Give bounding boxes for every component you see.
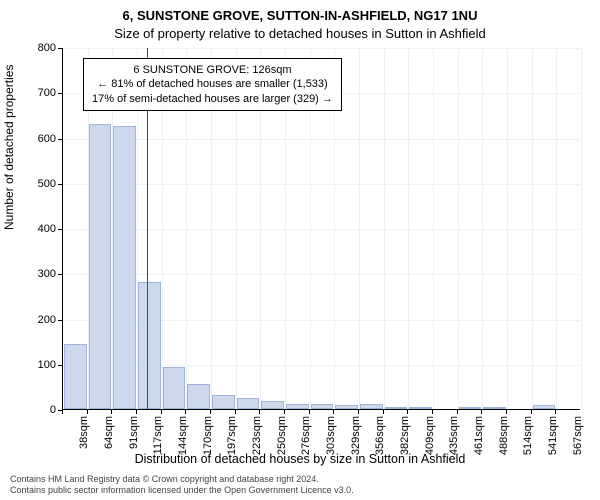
annotation-box: 6 SUNSTONE GROVE: 126sqm ← 81% of detach… [83,58,342,111]
y-tick-mark [58,139,62,140]
x-tick-label: 409sqm [424,416,436,458]
x-tick-label: 356sqm [374,416,386,458]
x-tick-mark [432,410,433,414]
chart-container: 6, SUNSTONE GROVE, SUTTON-IN-ASHFIELD, N… [0,0,600,500]
annotation-line: ← 81% of detached houses are smaller (1,… [92,77,333,91]
y-tick-mark [58,48,62,49]
histogram-bar [163,367,186,409]
x-tick-label: 223sqm [251,416,263,458]
x-tick-mark [210,410,211,414]
x-tick-label: 144sqm [177,416,189,458]
histogram-bar [459,407,482,409]
x-tick-mark [111,410,112,414]
x-tick-label: 567sqm [572,416,584,458]
y-tick-label: 400 [20,223,56,235]
gridline-v [581,48,582,409]
y-tick-mark [58,229,62,230]
gridline-h [63,184,580,185]
x-tick-label: 461sqm [473,416,485,458]
gridline-h [63,139,580,140]
histogram-bar [237,398,260,409]
x-tick-label: 514sqm [522,416,534,458]
x-tick-mark [481,410,482,414]
histogram-bar [138,282,161,409]
x-tick-label: 117sqm [152,416,164,458]
x-tick-mark [161,410,162,414]
x-tick-label: 276sqm [300,416,312,458]
x-tick-label: 329sqm [350,416,362,458]
x-tick-mark [383,410,384,414]
y-tick-label: 800 [20,42,56,54]
x-tick-mark [259,410,260,414]
x-tick-mark [531,410,532,414]
y-tick-label: 600 [20,133,56,145]
x-tick-mark [309,410,310,414]
histogram-bar [113,126,136,409]
credits: Contains HM Land Registry data © Crown c… [10,474,354,496]
x-tick-mark [407,410,408,414]
annotation-line: 17% of semi-detached houses are larger (… [92,92,333,106]
y-tick-label: 100 [20,359,56,371]
x-tick-label: 197sqm [226,416,238,458]
histogram-bar [286,404,309,409]
x-tick-label: 250sqm [276,416,288,458]
y-tick-mark [58,365,62,366]
x-tick-mark [87,410,88,414]
histogram-bar [385,407,408,409]
gridline-h [63,274,580,275]
y-tick-label: 700 [20,87,56,99]
y-tick-mark [58,320,62,321]
x-tick-label: 541sqm [547,416,559,458]
y-axis-title: Number of detached properties [2,65,16,230]
histogram-bar [89,124,112,409]
y-tick-mark [58,274,62,275]
x-tick-mark [62,410,63,414]
credits-line: Contains public sector information licen… [10,485,354,496]
y-tick-label: 0 [20,404,56,416]
annotation-line: 6 SUNSTONE GROVE: 126sqm [92,63,333,77]
x-tick-label: 170sqm [202,416,214,458]
x-tick-mark [457,410,458,414]
x-tick-mark [235,410,236,414]
x-tick-mark [284,410,285,414]
gridline-h [63,229,580,230]
x-tick-label: 91sqm [128,416,140,458]
x-tick-label: 382sqm [399,416,411,458]
histogram-bar [187,384,210,409]
y-tick-mark [58,93,62,94]
histogram-bar [261,401,284,409]
y-tick-label: 500 [20,178,56,190]
y-tick-label: 300 [20,268,56,280]
x-tick-label: 303sqm [325,416,337,458]
credits-line: Contains HM Land Registry data © Crown c… [10,474,354,485]
x-tick-label: 38sqm [78,416,90,458]
x-tick-mark [506,410,507,414]
histogram-bar [64,344,87,409]
histogram-bar [311,404,334,409]
x-tick-label: 64sqm [103,416,115,458]
histogram-bar [409,407,432,409]
histogram-bar [212,395,235,409]
y-tick-mark [58,184,62,185]
x-tick-mark [136,410,137,414]
x-tick-mark [358,410,359,414]
histogram-bar [360,404,383,409]
histogram-bar [335,405,358,409]
x-tick-mark [333,410,334,414]
y-tick-label: 200 [20,314,56,326]
chart-title-sub: Size of property relative to detached ho… [0,26,600,41]
x-tick-mark [555,410,556,414]
chart-title-main: 6, SUNSTONE GROVE, SUTTON-IN-ASHFIELD, N… [0,8,600,23]
x-tick-label: 435sqm [448,416,460,458]
histogram-bar [483,407,506,409]
gridline-h [63,48,580,49]
x-tick-mark [185,410,186,414]
histogram-bar [533,405,556,409]
plot-area: 6 SUNSTONE GROVE: 126sqm ← 81% of detach… [62,48,580,410]
x-tick-label: 488sqm [498,416,510,458]
